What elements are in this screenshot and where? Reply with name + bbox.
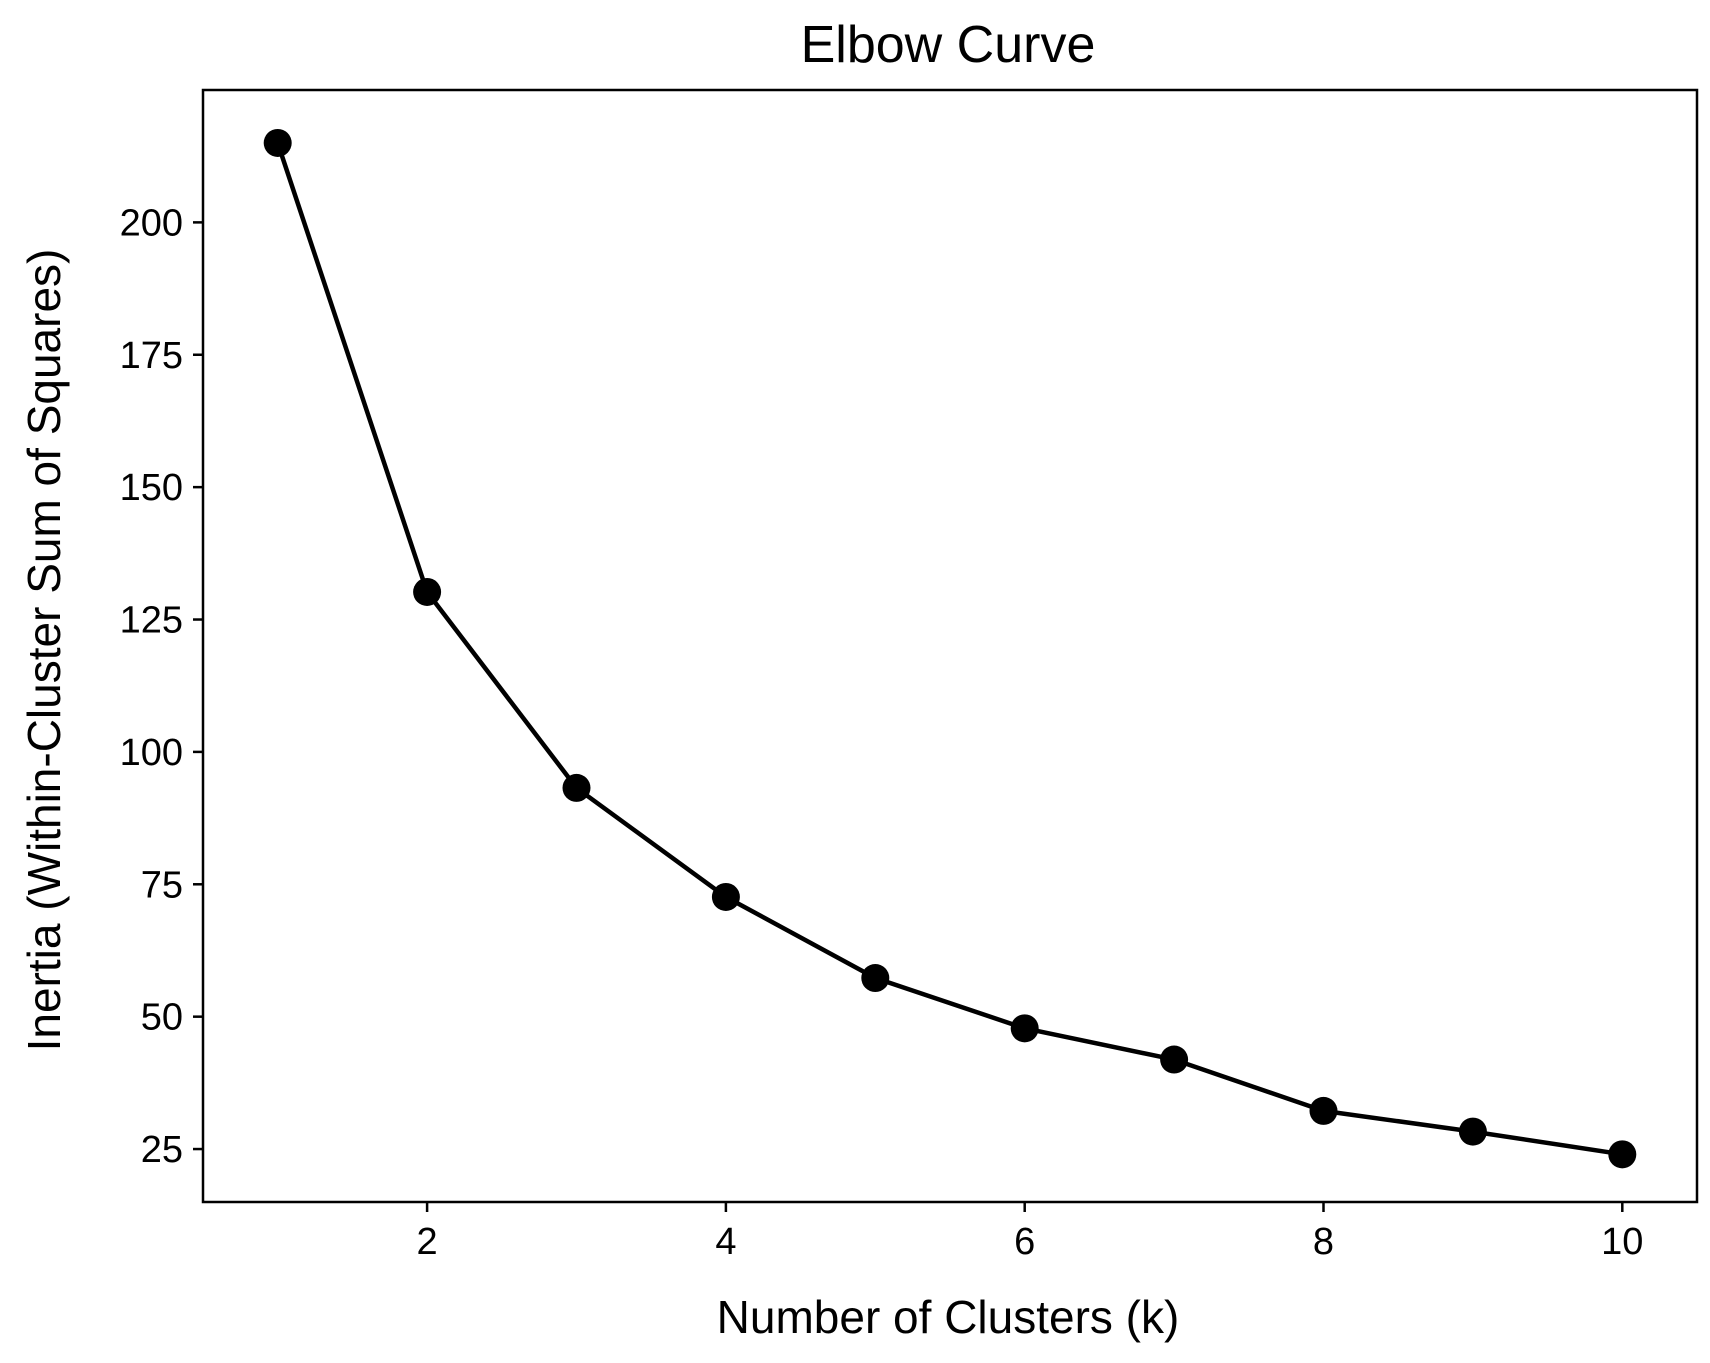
plot-frame: [201, 88, 1699, 1204]
series-layer: [263, 128, 1637, 1169]
x-tick-label: 2: [417, 1221, 438, 1263]
y-tick-label: 75: [141, 864, 183, 906]
series-line: [275, 142, 1623, 1157]
axis-ticks: 2 4 6 8 10 25 50 75 100 125 150 175 200: [120, 202, 1644, 1263]
data-point: [711, 882, 740, 911]
data-point: [1010, 1014, 1039, 1043]
y-tick-label: 100: [120, 732, 183, 774]
x-tick-label: 10: [1601, 1221, 1643, 1263]
chart-title: Elbow Curve: [801, 16, 1096, 74]
x-tick-label: 6: [1014, 1221, 1035, 1263]
data-point: [1458, 1117, 1487, 1146]
y-tick-label: 175: [120, 335, 183, 377]
data-point: [861, 964, 890, 993]
x-axis-label: Number of Clusters (k): [717, 1291, 1180, 1343]
y-tick-label: 125: [120, 600, 183, 642]
data-point: [1608, 1140, 1637, 1169]
y-tick-label: 150: [120, 467, 183, 509]
data-point: [562, 773, 591, 802]
data-point: [263, 128, 292, 157]
data-point: [1160, 1045, 1189, 1074]
x-tick-label: 8: [1313, 1221, 1334, 1263]
x-tick-label: 4: [715, 1221, 736, 1263]
y-tick-label: 200: [120, 202, 183, 244]
y-tick-label: 50: [141, 997, 183, 1039]
y-axis-label: Inertia (Within-Cluster Sum of Squares): [18, 249, 70, 1052]
data-point: [1309, 1096, 1338, 1125]
data-point: [413, 577, 442, 606]
y-tick-label: 25: [141, 1129, 183, 1171]
